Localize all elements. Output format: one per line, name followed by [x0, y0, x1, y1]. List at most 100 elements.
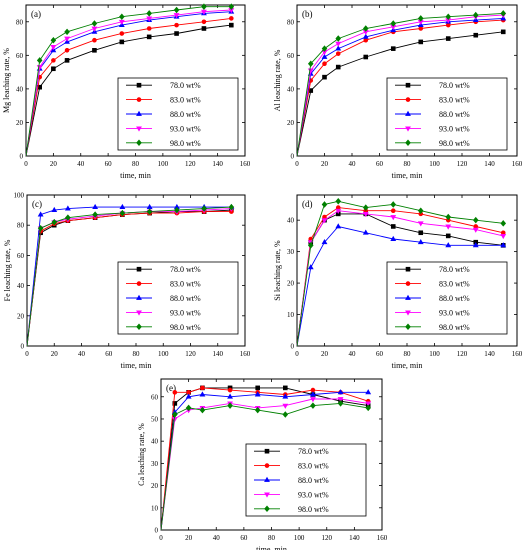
data-marker	[136, 266, 142, 272]
data-marker	[146, 208, 153, 215]
y-tick-label: 0	[291, 343, 295, 351]
data-marker	[282, 411, 289, 418]
x-tick-label: 100	[158, 160, 169, 168]
data-marker	[64, 47, 70, 53]
legend-label: 98.0 wt%	[170, 323, 201, 332]
y-tick-label: 40	[287, 217, 295, 225]
panel-label: (a)	[31, 9, 41, 19]
data-marker	[418, 230, 424, 236]
data-marker	[255, 385, 260, 391]
data-marker	[417, 207, 424, 214]
data-marker	[445, 233, 451, 239]
data-marker	[417, 221, 424, 227]
data-marker	[362, 204, 369, 211]
data-marker	[174, 31, 179, 36]
data-marker	[64, 28, 70, 36]
y-tick-label: 80	[16, 18, 24, 26]
series-line	[160, 391, 369, 531]
data-marker	[136, 294, 142, 300]
data-marker	[50, 36, 57, 44]
data-marker	[51, 58, 56, 63]
data-marker	[363, 37, 369, 43]
data-marker	[50, 45, 57, 51]
legend-label: 93.0 wt%	[170, 124, 201, 133]
chart-panel-c: 0 20 40 60 80 100 120 140 160 0 20 40 60 80 100 time, m…	[3, 192, 251, 371]
series-2	[160, 385, 371, 531]
data-marker	[445, 213, 452, 221]
data-marker	[174, 22, 179, 28]
series-line	[296, 200, 504, 347]
data-marker	[321, 45, 328, 52]
y-tick-label: 0	[21, 343, 25, 351]
y-tick-label: 60	[17, 252, 25, 260]
legend-label: 83.0 wt%	[439, 96, 470, 105]
data-marker	[254, 406, 261, 414]
x-axis-label: time, min	[392, 171, 423, 180]
x-tick-label: 140	[484, 350, 495, 358]
x-tick-label: 20	[51, 350, 59, 358]
data-marker	[417, 238, 424, 245]
data-marker	[390, 46, 396, 51]
x-tick-label: 100	[429, 350, 440, 358]
y-axis-label: Mg leaching rate, %	[2, 48, 11, 113]
data-marker	[92, 211, 98, 218]
x-tick-label: 140	[213, 350, 224, 358]
series-line	[160, 398, 369, 531]
x-tick-label: 60	[240, 534, 248, 542]
legend-label: 98.0 wt%	[298, 505, 329, 514]
legend-item: 78.0 wt%	[126, 265, 201, 274]
series-line	[160, 387, 369, 531]
data-marker	[418, 26, 424, 31]
data-marker	[227, 402, 233, 409]
legend-item: 93.0 wt%	[126, 124, 201, 133]
data-marker	[65, 214, 71, 221]
legend-label: 98.0 wt%	[170, 139, 201, 148]
data-marker	[307, 264, 314, 270]
data-marker	[472, 216, 479, 224]
y-axis-label: Fe leaching rate, %	[3, 239, 12, 301]
legend-label: 78.0 wt%	[439, 265, 470, 274]
data-marker	[199, 391, 206, 397]
y-tick-label: 10	[151, 504, 159, 512]
y-tick-label: 80	[17, 222, 25, 230]
data-marker	[337, 397, 344, 403]
x-tick-label: 100	[429, 160, 440, 168]
data-marker	[51, 66, 56, 72]
data-marker	[321, 201, 328, 208]
data-marker	[405, 82, 411, 88]
x-tick-label: 0	[159, 534, 163, 542]
x-tick-label: 20	[50, 160, 58, 168]
y-tick-label: 0	[155, 527, 159, 535]
legend-item: 98.0 wt%	[395, 139, 470, 148]
y-axis-label: Si leaching rate, %	[273, 240, 282, 301]
data-marker	[335, 223, 342, 229]
legend-item: 83.0 wt%	[126, 96, 201, 105]
series-3	[296, 15, 507, 157]
data-marker	[335, 35, 342, 42]
x-tick-label: 120	[322, 534, 333, 542]
data-marker	[264, 476, 270, 482]
legend-item: 98.0 wt%	[254, 505, 329, 514]
series-2	[296, 205, 506, 347]
legend-label: 93.0 wt%	[298, 490, 329, 499]
data-marker	[335, 45, 342, 51]
y-tick-label: 20	[287, 119, 295, 127]
data-marker	[405, 126, 411, 132]
x-tick-label: 100	[294, 534, 305, 542]
data-marker	[136, 82, 142, 88]
x-tick-label: 120	[185, 160, 196, 168]
x-tick-label: 40	[78, 350, 86, 358]
x-tick-label: 120	[457, 160, 468, 168]
data-marker	[200, 385, 205, 391]
data-marker	[405, 97, 411, 102]
x-tick-label: 60	[376, 350, 384, 358]
series-line	[296, 207, 504, 347]
data-marker	[500, 10, 507, 17]
legend-item: 88.0 wt%	[254, 476, 329, 485]
x-tick-label: 20	[321, 350, 329, 358]
data-marker	[92, 37, 97, 43]
data-marker	[201, 26, 207, 31]
data-marker	[64, 205, 71, 211]
data-marker	[405, 110, 411, 116]
